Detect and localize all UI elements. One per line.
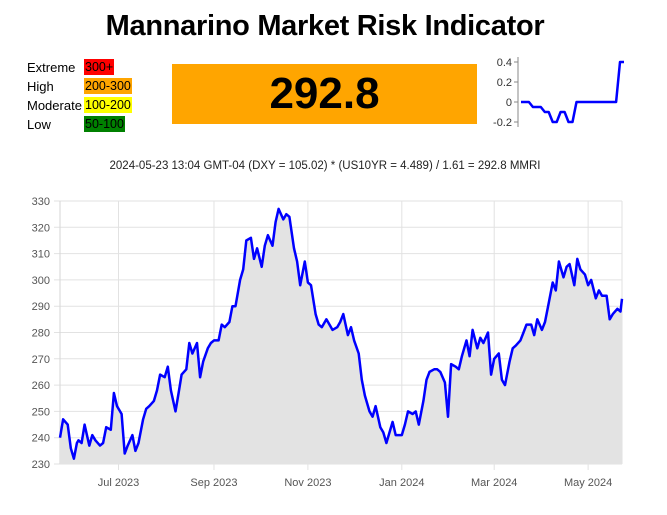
y-tick-label: 330 (32, 196, 50, 208)
x-tick-label: Jan 2024 (379, 477, 424, 489)
y-tick-label: 280 (32, 328, 50, 340)
y-tick-label: 270 (32, 354, 50, 366)
area-fill (60, 208, 622, 464)
y-tick-label: 310 (32, 249, 50, 261)
y-tick-label: 240 (32, 433, 50, 445)
y-tick-label: 250 (32, 406, 50, 418)
y-tick-label: 300 (32, 275, 50, 287)
x-tick-label: Jul 2023 (98, 477, 140, 489)
formula-text: 2024-05-23 13:04 GMT-04 (DXY = 105.02) *… (109, 160, 541, 172)
spark-y-tick-label: 0.2 (497, 77, 512, 89)
legend-label: High (27, 79, 54, 94)
y-tick-label: 260 (32, 380, 50, 392)
page-title: Mannarino Market Risk Indicator (105, 10, 545, 42)
legend-range-swatch: 300+ (84, 59, 115, 75)
x-tick-label: May 2024 (564, 477, 612, 489)
mmri-history-chart: 230 240 250 260 270 280 290 300 310 320 330 Jul 202… (32, 196, 624, 489)
sparkline-chart: 0.4 0.2 0 -0.2 (493, 57, 624, 129)
y-tick-label: 230 (32, 459, 50, 471)
spark-y-tick-label: 0 (506, 97, 512, 109)
mmri-line (58, 207, 624, 460)
legend-label: Extreme (27, 60, 76, 75)
spark-y-tick-label: 0.4 (497, 57, 512, 69)
spark-line (521, 60, 624, 124)
legend-range-swatch: 50-100 (84, 116, 125, 132)
legend-label: Moderate (27, 98, 82, 113)
legend-range-swatch: 200-300 (84, 78, 132, 94)
x-tick-label: Nov 2023 (284, 477, 331, 489)
current-value: 292.8 (269, 69, 380, 118)
x-tick-label: Sep 2023 (190, 477, 237, 489)
current-value-box: 292.8 (172, 64, 477, 124)
y-tick-label: 290 (32, 301, 50, 313)
x-tick-label: Mar 2024 (471, 477, 517, 489)
spark-y-tick-label: -0.2 (493, 117, 512, 129)
legend-label: Low (27, 117, 51, 132)
y-tick-label: 320 (32, 222, 50, 234)
legend-range-swatch: 100-200 (84, 97, 132, 113)
